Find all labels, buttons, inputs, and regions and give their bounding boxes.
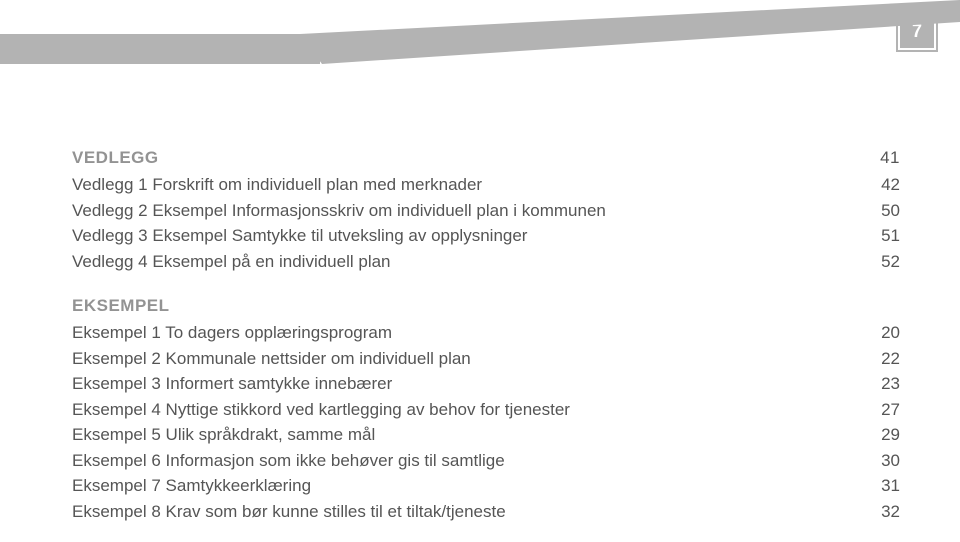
toc-row: Eksempel 6 Informasjon som ikke behøver … — [72, 448, 900, 474]
toc-page: 30 — [860, 448, 900, 474]
toc-page: 32 — [860, 499, 900, 525]
toc-label: Vedlegg 4 Eksempel på en individuell pla… — [72, 249, 860, 275]
toc-page: 50 — [860, 198, 900, 224]
toc-row: Vedlegg 4 Eksempel på en individuell pla… — [72, 249, 900, 275]
toc-page: 23 — [860, 371, 900, 397]
header-diagonal-container — [0, 0, 960, 150]
section-heading-label: VEDLEGG — [72, 148, 159, 168]
toc-page: 20 — [860, 320, 900, 346]
toc-label: Eksempel 6 Informasjon som ikke behøver … — [72, 448, 860, 474]
toc-label: Eksempel 7 Samtykkeerklæring — [72, 473, 860, 499]
toc-row: Eksempel 3 Informert samtykke innebærer … — [72, 371, 900, 397]
section-heading-number: 41 — [880, 148, 900, 168]
toc-content: VEDLEGG 41 Vedlegg 1 Forskrift om indivi… — [72, 148, 900, 524]
header-diagonal-shape — [0, 0, 960, 150]
toc-row: Eksempel 4 Nyttige stikkord ved kartlegg… — [72, 397, 900, 423]
toc-label: Eksempel 8 Krav som bør kunne stilles ti… — [72, 499, 860, 525]
toc-row: Eksempel 7 Samtykkeerklæring 31 — [72, 473, 900, 499]
toc-row: Eksempel 2 Kommunale nettsider om indivi… — [72, 346, 900, 372]
toc-page: 22 — [860, 346, 900, 372]
toc-row: Vedlegg 3 Eksempel Samtykke til utveksli… — [72, 223, 900, 249]
toc-row: Vedlegg 2 Eksempel Informasjonsskriv om … — [72, 198, 900, 224]
toc-label: Vedlegg 1 Forskrift om individuell plan … — [72, 172, 860, 198]
toc-row: Eksempel 5 Ulik språkdrakt, samme mål 29 — [72, 422, 900, 448]
section-heading-eksempel: EKSEMPEL — [72, 296, 900, 316]
section-heading-label: EKSEMPEL — [72, 296, 170, 316]
toc-page: 51 — [860, 223, 900, 249]
toc-label: Eksempel 2 Kommunale nettsider om indivi… — [72, 346, 860, 372]
toc-label: Vedlegg 3 Eksempel Samtykke til utveksli… — [72, 223, 860, 249]
toc-page: 27 — [860, 397, 900, 423]
toc-page: 42 — [860, 172, 900, 198]
toc-label: Vedlegg 2 Eksempel Informasjonsskriv om … — [72, 198, 860, 224]
toc-page: 52 — [860, 249, 900, 275]
toc-row: Vedlegg 1 Forskrift om individuell plan … — [72, 172, 900, 198]
toc-page: 29 — [860, 422, 900, 448]
toc-page: 31 — [860, 473, 900, 499]
toc-label: Eksempel 3 Informert samtykke innebærer — [72, 371, 860, 397]
toc-row: Eksempel 8 Krav som bør kunne stilles ti… — [72, 499, 900, 525]
toc-label: Eksempel 4 Nyttige stikkord ved kartlegg… — [72, 397, 860, 423]
section-heading-vedlegg: VEDLEGG 41 — [72, 148, 900, 168]
toc-label: Eksempel 1 To dagers opplæringsprogram — [72, 320, 860, 346]
toc-label: Eksempel 5 Ulik språkdrakt, samme mål — [72, 422, 860, 448]
section-gap — [72, 274, 900, 296]
toc-row: Eksempel 1 To dagers opplæringsprogram 2… — [72, 320, 900, 346]
